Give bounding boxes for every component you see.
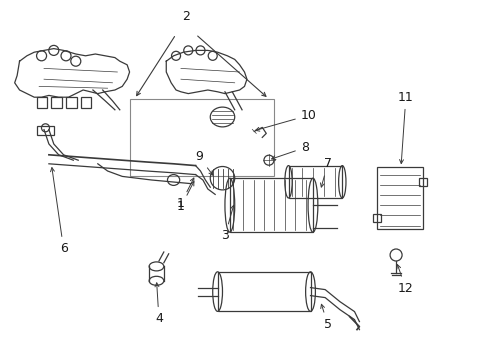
Text: 6: 6 xyxy=(50,168,67,255)
Text: 5: 5 xyxy=(320,304,331,330)
Text: 4: 4 xyxy=(155,283,163,325)
Bar xyxy=(37,126,54,135)
Text: 12: 12 xyxy=(396,265,413,294)
Bar xyxy=(66,97,77,108)
Bar xyxy=(81,97,91,108)
Bar xyxy=(37,97,47,108)
Text: 1: 1 xyxy=(177,182,193,213)
Bar xyxy=(229,178,312,232)
Bar xyxy=(288,166,342,198)
Text: 1: 1 xyxy=(177,178,193,210)
Bar xyxy=(376,167,422,229)
Text: 7: 7 xyxy=(320,157,331,187)
Text: 11: 11 xyxy=(397,91,413,163)
Text: 3: 3 xyxy=(221,205,234,242)
Bar xyxy=(51,97,62,108)
Bar xyxy=(418,178,426,186)
Bar xyxy=(129,99,273,176)
Text: 9: 9 xyxy=(195,150,212,175)
Text: 2: 2 xyxy=(182,10,189,23)
Bar xyxy=(372,215,380,222)
Text: 8: 8 xyxy=(271,141,308,159)
Text: 10: 10 xyxy=(255,109,316,131)
Bar xyxy=(217,272,310,311)
